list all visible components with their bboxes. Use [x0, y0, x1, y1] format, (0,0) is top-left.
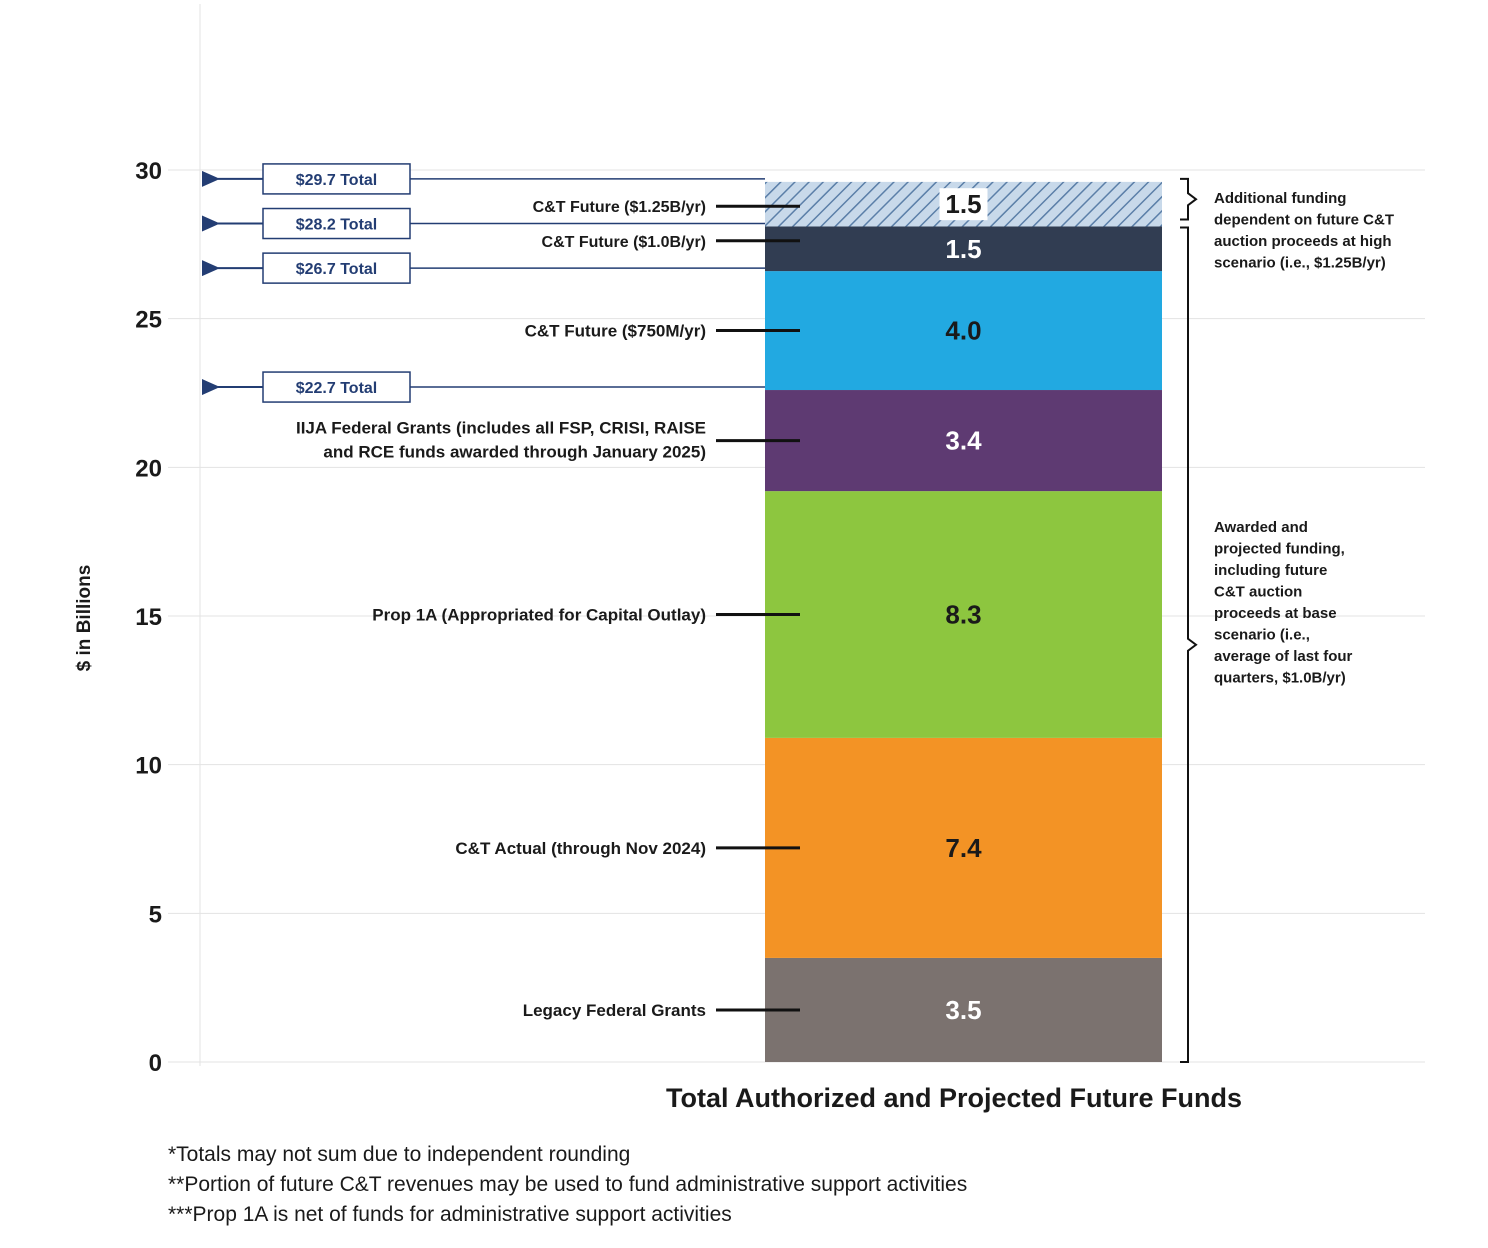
y-axis-label: $ in Billions [74, 565, 95, 672]
total-box [262, 252, 411, 284]
category-label: IIJA Federal Grants (includes all FSP, C… [296, 419, 706, 438]
bracket-note: Awarded and [1214, 519, 1308, 536]
total-callouts: $29.7 Total $28.2 Total $26.7 Total $22.7 T… [202, 163, 765, 403]
data-label: 8.3 [945, 600, 981, 630]
y-tick-label: 30 [135, 158, 162, 185]
bar-segment [765, 491, 1162, 738]
total-label: $22.7 Total [296, 380, 378, 397]
bracket-note: auction proceeds at high [1214, 233, 1392, 250]
total-box [262, 207, 411, 240]
bracket-note: Additional funding [1214, 190, 1346, 207]
stacked-bar [765, 181, 1162, 1062]
category-label: Prop 1A (Appropriated for Capital Outlay… [372, 606, 706, 625]
total-label: $26.7 Total [296, 261, 378, 278]
y-tick-label: 10 [135, 753, 162, 780]
y-tick-label: 15 [135, 604, 162, 631]
bracket-note: proceeds at base [1214, 605, 1337, 622]
category-label: C&T Actual (through Nov 2024) [455, 839, 706, 858]
bracket-note: including future [1214, 562, 1327, 579]
category-label: and RCE funds awarded through January 20… [323, 443, 706, 462]
y-tick-label: 25 [135, 307, 162, 334]
segment-labels: 3.5 Legacy Federal Grants 7.4 C&T Actual (t… [296, 189, 982, 1025]
y-axis: 0 5 10 15 20 25 30 [135, 158, 162, 1077]
total-label: $29.7 Total [296, 172, 378, 189]
bar-segment [765, 271, 1162, 391]
y-tick-label: 5 [149, 901, 162, 928]
x-axis-label: Total Authorized and Projected Future Fu… [666, 1083, 1242, 1113]
category-label: C&T Future ($1.25B/yr) [533, 199, 706, 216]
bracket-note: projected funding, [1214, 541, 1345, 558]
footnotes: *Totals may not sum due to independent r… [168, 1140, 967, 1230]
bracket-note: dependent on future C&T [1214, 211, 1394, 228]
total-label: $28.2 Total [296, 217, 378, 234]
data-label: 3.4 [945, 426, 982, 456]
bar-segment [765, 737, 1162, 958]
category-label: C&T Future ($750M/yr) [525, 322, 706, 341]
bracket [1180, 226, 1198, 1063]
bar-segment [765, 957, 1162, 1062]
bracket-note: C&T auction [1214, 584, 1302, 601]
data-label: 7.4 [945, 833, 982, 863]
value-label-bg [939, 188, 988, 221]
footnote: **Portion of future C&T revenues may be … [168, 1173, 968, 1196]
category-label: Legacy Federal Grants [523, 1001, 706, 1020]
bracket-note: scenario (i.e., [1214, 627, 1310, 644]
data-label: 1.5 [945, 234, 981, 264]
brackets: Additional funding dependent on future C&… [1180, 177, 1394, 1063]
data-label: 4.0 [945, 316, 981, 346]
bracket-note: average of last four [1214, 648, 1353, 665]
y-tick-label: 0 [149, 1050, 162, 1077]
total-box [262, 163, 411, 195]
data-label: 1.5 [945, 189, 981, 219]
total-box [262, 371, 411, 403]
bracket [1180, 177, 1198, 221]
footnote: *Totals may not sum due to independent r… [168, 1143, 631, 1166]
bracket-note: scenario (i.e., $1.25B/yr) [1214, 254, 1386, 271]
bracket-note: quarters, $1.0B/yr) [1214, 670, 1346, 687]
data-label: 3.5 [945, 995, 981, 1025]
category-label: C&T Future ($1.0B/yr) [542, 234, 706, 251]
y-tick-label: 20 [135, 455, 162, 482]
bar-segment [765, 390, 1162, 492]
footnote: ***Prop 1A is net of funds for administr… [168, 1203, 732, 1226]
bar-segment [765, 226, 1162, 272]
